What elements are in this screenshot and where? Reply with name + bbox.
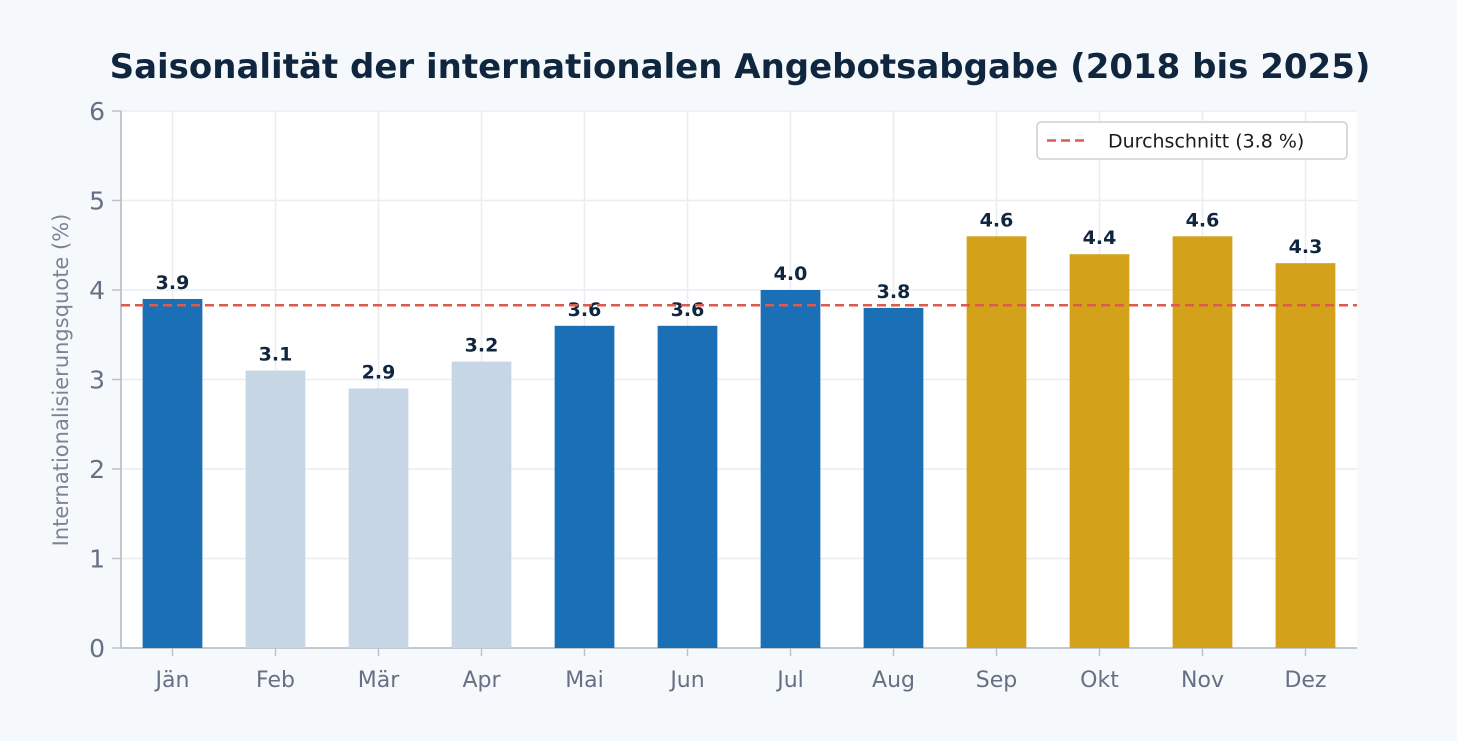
legend-box: [1036, 121, 1348, 160]
bar-value-label: 3.2: [465, 335, 499, 357]
bar-value-label: 3.8: [877, 281, 911, 303]
bar-value-label: 3.1: [259, 344, 293, 366]
x-tick-label: Feb: [256, 668, 295, 693]
x-tick-label: Mai: [565, 668, 604, 693]
bar-jul: [760, 290, 821, 648]
x-tick-label: Jän: [154, 668, 190, 693]
bar-value-label: 4.0: [774, 263, 808, 285]
bar-jän: [142, 298, 203, 648]
bar-value-label: 3.6: [568, 299, 602, 321]
bar-value-label: 4.6: [980, 209, 1014, 231]
legend-entry-label: Durchschnitt (3.8 %): [1108, 131, 1304, 153]
bar-apr: [451, 361, 512, 648]
bar-feb: [245, 370, 306, 648]
y-tick-label: 5: [89, 187, 105, 216]
bar-mär: [348, 388, 409, 648]
bar-value-label: 4.6: [1186, 209, 1220, 231]
bar-value-label: 4.4: [1083, 227, 1117, 249]
legend: Durchschnitt (3.8 %): [1036, 121, 1348, 160]
x-tick-label: Dez: [1284, 668, 1326, 693]
bar-aug: [863, 307, 924, 648]
y-tick-label: 4: [89, 276, 105, 305]
x-tick-label: Sep: [976, 668, 1017, 693]
bar-value-label: 3.6: [671, 299, 705, 321]
x-tick-label: Nov: [1181, 668, 1224, 693]
bar-dez: [1275, 263, 1336, 648]
bars: [142, 236, 1336, 649]
x-tick-label: Jun: [668, 668, 704, 693]
x-tick-label: Apr: [462, 668, 501, 693]
y-tick-label: 0: [89, 634, 105, 663]
x-tick-label: Mär: [358, 668, 400, 693]
x-tick-label: Jul: [775, 668, 804, 693]
y-axis-label: Internationalisierungsquote (%): [49, 214, 73, 547]
bar-value-label: 4.3: [1289, 236, 1323, 258]
chart-title: Saisonalität der internationalen Angebot…: [110, 47, 1371, 87]
x-tick-label: Aug: [872, 668, 915, 693]
y-tick-label: 6: [89, 97, 105, 126]
bar-sep: [966, 236, 1027, 649]
bar-value-label: 2.9: [362, 361, 396, 383]
y-tick-label: 2: [89, 455, 105, 484]
bar-okt: [1069, 254, 1130, 648]
axes: 0 1 2 3 4 5 6 Jän Feb Mär Apr Mai Jun Jul Aug Sep Okt Nov…: [89, 97, 1357, 693]
y-tick-label: 3: [89, 366, 105, 395]
bar-value-label: 3.9: [156, 272, 190, 294]
bar-mai: [554, 325, 615, 648]
bar-jun: [657, 325, 718, 648]
y-tick-label: 1: [89, 545, 105, 574]
value-labels: 3.9 3.1 2.9 3.2 3.6 3.6 4.0 3.8 4.6 4.4 4.6 4.3: [156, 209, 1323, 383]
x-tick-label: Okt: [1080, 668, 1119, 693]
bar-nov: [1172, 236, 1233, 649]
